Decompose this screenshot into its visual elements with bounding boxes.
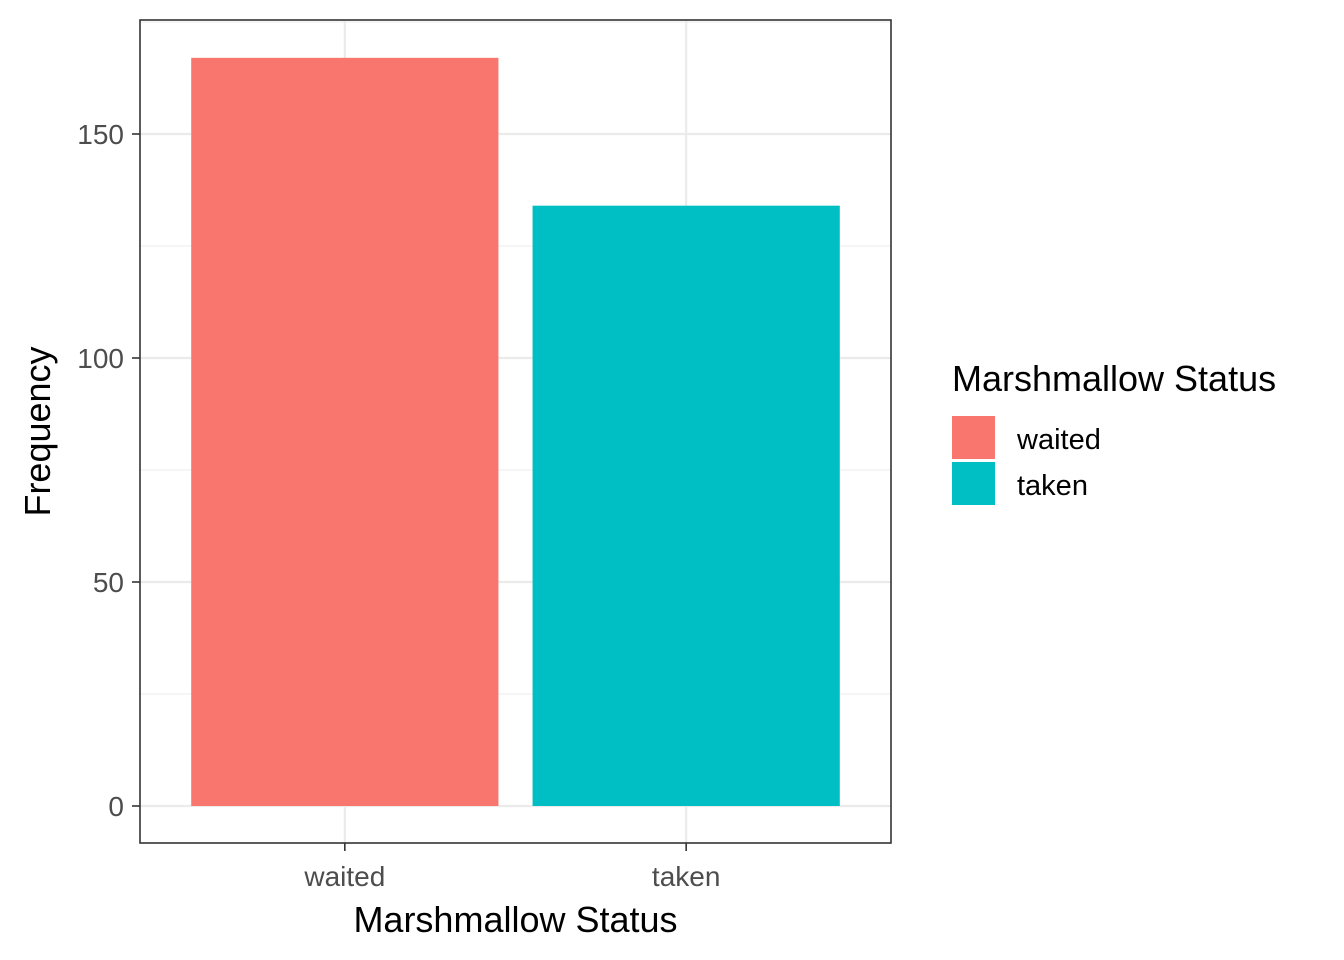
y-axis-title: Frequency xyxy=(17,346,58,516)
bars xyxy=(191,57,840,806)
legend: Marshmallow Status waited taken xyxy=(952,358,1276,505)
plot-panel-border xyxy=(139,19,892,844)
legend-title: Marshmallow Status xyxy=(952,358,1276,399)
x-tick-label: waited xyxy=(303,861,385,892)
legend-label: taken xyxy=(1017,470,1088,502)
y-tick-label: 0 xyxy=(108,791,124,822)
y-tick-label: 150 xyxy=(77,119,124,150)
x-axis-title: Marshmallow Status xyxy=(353,899,677,940)
legend-label: waited xyxy=(1016,424,1101,456)
y-tick-label: 50 xyxy=(93,567,124,598)
legend-key-taken xyxy=(952,462,995,505)
bar-waited xyxy=(191,57,499,806)
x-axis: waited taken xyxy=(303,843,720,892)
y-tick-label: 100 xyxy=(77,343,124,374)
bar-taken xyxy=(532,205,840,806)
x-tick-label: taken xyxy=(652,861,721,892)
y-axis: 0 50 100 150 xyxy=(77,119,140,822)
legend-key-waited xyxy=(952,416,995,459)
